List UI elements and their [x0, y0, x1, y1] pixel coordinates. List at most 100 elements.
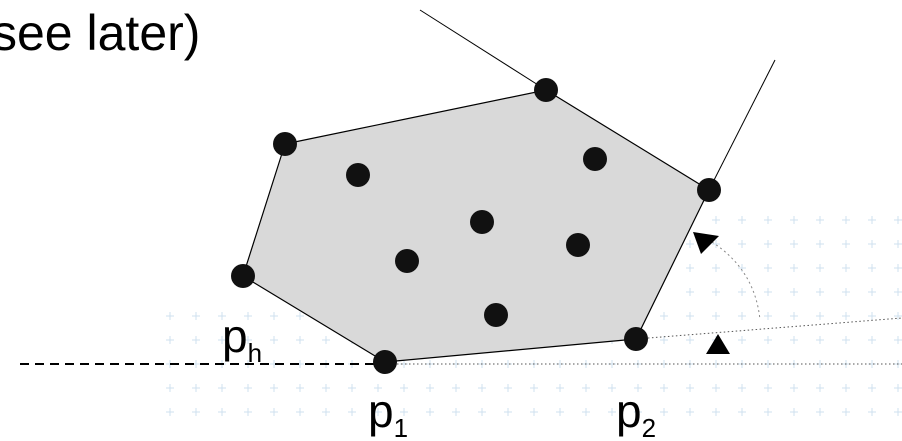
- label-ph: ph: [222, 310, 262, 368]
- grid-cross: [218, 408, 226, 416]
- grid-cross: [764, 336, 772, 344]
- grid-cross: [894, 288, 902, 296]
- grid-cross: [738, 288, 746, 296]
- grid-cross: [244, 336, 252, 344]
- grid-cross: [894, 312, 902, 320]
- vertex-point: [534, 78, 558, 102]
- grid-cross: [816, 216, 824, 224]
- grid-cross: [504, 408, 512, 416]
- grid-cross: [790, 336, 798, 344]
- grid-cross: [400, 408, 408, 416]
- grid-cross: [244, 408, 252, 416]
- grid-cross: [166, 384, 174, 392]
- grid-cross: [634, 408, 642, 416]
- grid-cross: [660, 408, 668, 416]
- hull-vertices: [231, 78, 721, 374]
- label-p2: p2: [616, 385, 656, 441]
- grid-cross: [712, 384, 720, 392]
- grid-cross: [660, 312, 668, 320]
- grid-cross: [712, 240, 720, 248]
- grid-cross: [816, 312, 824, 320]
- angle-arrow-bottom: [706, 334, 730, 354]
- grid-cross: [816, 288, 824, 296]
- grid-cross: [816, 336, 824, 344]
- grid-cross: [738, 384, 746, 392]
- grid-cross: [556, 408, 564, 416]
- grid-cross: [712, 312, 720, 320]
- grid-cross: [322, 384, 330, 392]
- grid-cross: [374, 384, 382, 392]
- grid-cross: [816, 384, 824, 392]
- grid-cross: [452, 384, 460, 392]
- grid-cross: [868, 288, 876, 296]
- grid-cross: [296, 312, 304, 320]
- grid-cross: [244, 384, 252, 392]
- grid-cross: [192, 384, 200, 392]
- grid-cross: [790, 408, 798, 416]
- grid-cross: [296, 336, 304, 344]
- grid-cross: [452, 408, 460, 416]
- vertex-point-ph: [231, 264, 255, 288]
- extension-line-right: [708, 59, 776, 191]
- grid-cross: [894, 264, 902, 272]
- grid-cross: [296, 384, 304, 392]
- grid-cross: [842, 312, 850, 320]
- interior-point: [566, 233, 590, 257]
- grid-cross: [894, 240, 902, 248]
- grid-cross: [712, 408, 720, 416]
- grid-cross: [686, 312, 694, 320]
- grid-cross: [842, 264, 850, 272]
- grid-cross: [582, 384, 590, 392]
- grid-cross: [218, 336, 226, 344]
- grid-cross: [686, 384, 694, 392]
- grid-cross: [192, 336, 200, 344]
- grid-cross: [166, 336, 174, 344]
- grid-cross: [426, 384, 434, 392]
- grid-cross: [738, 336, 746, 344]
- grid-cross: [894, 408, 902, 416]
- grid-cross: [478, 408, 486, 416]
- grid-cross: [790, 384, 798, 392]
- grid-cross: [686, 408, 694, 416]
- grid-cross: [764, 240, 772, 248]
- grid-cross: [868, 216, 876, 224]
- grid-cross: [660, 384, 668, 392]
- dotted-ray-from-p2: [635, 317, 902, 340]
- angle-arrow-top: [693, 232, 719, 254]
- grid-cross: [530, 384, 538, 392]
- grid-cross: [634, 384, 642, 392]
- grid-cross: [712, 264, 720, 272]
- grid-cross: [842, 384, 850, 392]
- grid-cross: [790, 264, 798, 272]
- grid-cross: [166, 408, 174, 416]
- grid-cross: [868, 312, 876, 320]
- vertex-point-p2: [624, 327, 648, 351]
- vertex-point-p1: [373, 350, 397, 374]
- grid-cross: [322, 408, 330, 416]
- grid-cross: [816, 240, 824, 248]
- grid-cross: [842, 216, 850, 224]
- grid-cross: [816, 264, 824, 272]
- interior-point: [470, 210, 494, 234]
- grid-cross: [348, 384, 356, 392]
- grid-cross: [868, 264, 876, 272]
- grid-cross: [868, 240, 876, 248]
- grid-cross: [686, 240, 694, 248]
- grid-cross: [712, 288, 720, 296]
- extension-line-top: [419, 9, 547, 91]
- grid-cross: [816, 408, 824, 416]
- grid-cross: [842, 336, 850, 344]
- grid-cross: [868, 336, 876, 344]
- grid-cross: [478, 384, 486, 392]
- label-p1: p1: [368, 385, 408, 441]
- grid-cross: [608, 408, 616, 416]
- grid-cross: [426, 408, 434, 416]
- grid-cross: [218, 312, 226, 320]
- grid-cross: [842, 408, 850, 416]
- interior-point: [484, 303, 508, 327]
- grid-cross: [296, 408, 304, 416]
- grid-cross: [764, 408, 772, 416]
- grid-cross: [556, 384, 564, 392]
- grid-cross: [894, 336, 902, 344]
